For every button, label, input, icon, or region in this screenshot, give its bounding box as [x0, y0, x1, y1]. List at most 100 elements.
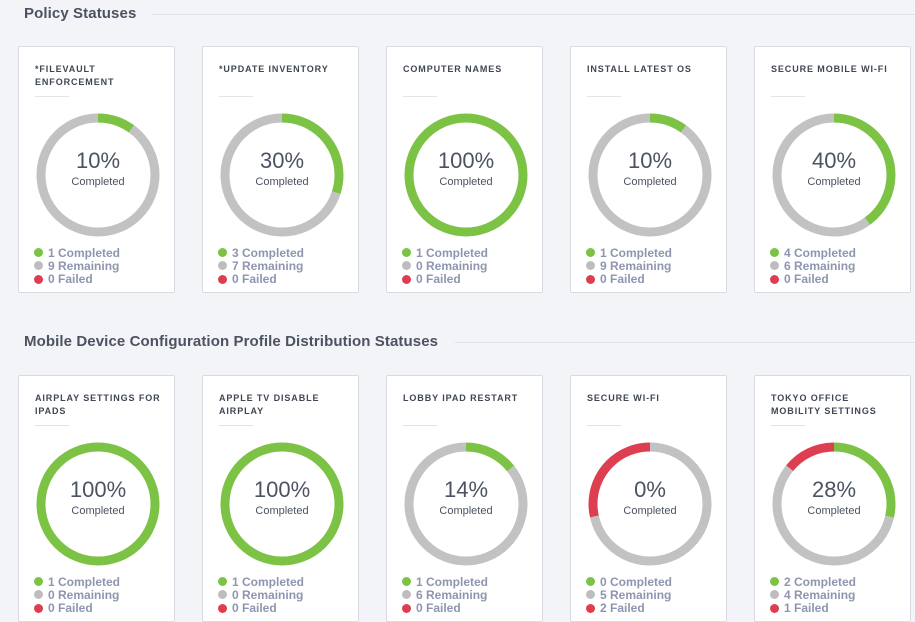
status-card[interactable]: COMPUTER NAMES 100% Completed 1 Completed 0 …	[386, 46, 543, 293]
card-title-divider	[35, 96, 69, 97]
legend-completed[interactable]: 1 Completed	[218, 575, 304, 589]
legend-remaining[interactable]: 0 Remaining	[218, 587, 304, 602]
legend-failed[interactable]: 0 Failed	[218, 601, 304, 616]
percent-label: Completed	[623, 176, 677, 188]
legend-failed[interactable]: 0 Failed	[34, 601, 120, 615]
legend-remaining-text: 0 Remaining	[232, 587, 304, 602]
legend-completed[interactable]: 2 Completed	[770, 574, 857, 589]
status-card[interactable]: SECURE MOBILE WI-FI 40% Completed 4 Complet…	[754, 46, 911, 293]
legend-failed[interactable]: 0 Failed	[586, 272, 672, 287]
remaining-dot-icon	[34, 261, 43, 271]
progress-donut	[404, 442, 528, 566]
donut-segment-completed	[404, 113, 528, 237]
status-card[interactable]: SECURE WI-FI 0% Completed 0 Completed 5 Rema…	[570, 375, 727, 622]
legend-completed-text: 0 Completed	[600, 574, 673, 589]
percent-value: 100%	[437, 148, 495, 173]
legend-remaining[interactable]: 6 Remaining	[770, 258, 856, 273]
legend-failed-text: 0 Failed	[784, 272, 829, 287]
card-title: COMPUTER NAMES	[403, 64, 503, 74]
legend-completed[interactable]: 1 Completed	[402, 245, 489, 260]
remaining-dot-icon	[402, 590, 411, 600]
percent-value: 30%	[259, 148, 305, 173]
status-card[interactable]: INSTALL LATEST OS 10% Completed 1 Completed…	[570, 46, 727, 293]
donut-segment-remaining	[404, 442, 528, 566]
policy-status-row: *FILEVAULT ENFORCEMENT 10% Completed 1 Comp…	[18, 46, 911, 293]
percent-label: Completed	[255, 505, 309, 517]
status-card[interactable]: LOBBY IPAD RESTART 14% Completed 1 Complete…	[386, 375, 543, 622]
legend-remaining[interactable]: 7 Remaining	[218, 259, 304, 273]
completed-dot-icon	[586, 577, 595, 587]
completed-dot-icon	[402, 577, 411, 587]
legend-failed[interactable]: 0 Failed	[770, 272, 856, 287]
legend-completed[interactable]: 1 Completed	[586, 246, 672, 260]
legend-failed-text: 0 Failed	[232, 601, 277, 616]
percent-label: Completed	[623, 505, 677, 517]
failed-dot-icon	[770, 274, 779, 284]
status-card[interactable]: TOKYO OFFICE MOBILITY SETTINGS 28% Complet…	[754, 375, 911, 622]
legend-failed-text: 0 Failed	[600, 272, 645, 287]
legend-failed[interactable]: 0 Failed	[402, 601, 488, 616]
legend-completed[interactable]: 3 Completed	[218, 246, 304, 260]
percent-label: Completed	[71, 505, 125, 517]
status-card[interactable]: *UPDATE INVENTORY 30% Completed 3 Completed…	[202, 46, 359, 293]
progress-donut	[588, 113, 712, 237]
donut-segment-remaining	[772, 442, 896, 566]
legend-remaining[interactable]: 6 Remaining	[402, 588, 488, 602]
donut-segment-completed	[36, 442, 160, 566]
donut-segment-remaining	[220, 113, 344, 237]
card-title-divider	[219, 96, 253, 97]
failed-dot-icon	[34, 603, 43, 613]
completed-dot-icon	[770, 248, 779, 258]
card-title-divider	[771, 425, 805, 426]
percent-label: Completed	[255, 176, 309, 188]
legend-completed-text: 1 Completed	[416, 574, 489, 589]
status-card[interactable]: *FILEVAULT ENFORCEMENT 10% Completed 1 Comp…	[18, 46, 175, 293]
legend-remaining[interactable]: 4 Remaining	[770, 588, 856, 602]
failed-dot-icon	[402, 603, 411, 613]
card-title: LOBBY IPAD RESTART	[403, 393, 519, 403]
failed-dot-icon	[586, 603, 595, 613]
legend-failed-text: 0 Failed	[416, 272, 461, 287]
percent-label: Completed	[807, 176, 861, 188]
legend-completed[interactable]: 0 Completed	[586, 574, 673, 589]
progress-donut	[772, 113, 896, 237]
legend-completed-text: 2 Completed	[784, 574, 857, 589]
legend-failed-text: 0 Failed	[416, 601, 461, 616]
percent-value: 10%	[75, 148, 121, 173]
status-card[interactable]: APPLE TV DISABLE AIRPLAY 100% Completed 1 C…	[202, 375, 359, 622]
legend-remaining[interactable]: 9 Remaining	[586, 259, 672, 273]
legend-completed[interactable]: 1 Completed	[34, 575, 120, 589]
legend-failed[interactable]: 2 Failed	[586, 601, 672, 615]
section-title-policy-statuses: Policy Statuses	[24, 5, 137, 22]
legend-remaining[interactable]: 0 Remaining	[402, 259, 488, 273]
percent-value: 100%	[253, 477, 311, 502]
card-title: TOKYO OFFICE MOBILITY SETTINGS	[771, 393, 877, 416]
legend-failed[interactable]: 0 Failed	[218, 272, 304, 287]
card-title: AIRPLAY SETTINGS FOR IPADS	[35, 393, 161, 416]
legend-remaining-text: 6 Remaining	[784, 258, 856, 273]
legend-remaining[interactable]: 9 Remaining	[34, 259, 120, 273]
legend-failed-text: 0 Failed	[48, 272, 93, 287]
legend-remaining[interactable]: 5 Remaining	[586, 588, 672, 602]
failed-dot-icon	[402, 274, 411, 284]
legend-completed[interactable]: 1 Completed	[34, 246, 120, 260]
completed-dot-icon	[586, 248, 595, 258]
legend-completed[interactable]: 1 Completed	[402, 574, 489, 589]
legend-completed-text: 1 Completed	[416, 245, 489, 260]
legend-failed[interactable]: 1 Failed	[770, 601, 856, 615]
failed-dot-icon	[34, 274, 43, 284]
card-title-divider	[403, 96, 437, 97]
card-title-divider	[35, 425, 69, 426]
status-card[interactable]: AIRPLAY SETTINGS FOR IPADS 100% Completed 1…	[18, 375, 175, 622]
card-title: *UPDATE INVENTORY	[219, 64, 329, 74]
legend-remaining[interactable]: 0 Remaining	[34, 587, 120, 602]
remaining-dot-icon	[34, 590, 43, 600]
failed-dot-icon	[770, 603, 779, 613]
legend-failed[interactable]: 0 Failed	[402, 272, 488, 287]
legend-failed-text: 0 Failed	[232, 272, 277, 287]
legend-remaining-text: 0 Remaining	[48, 587, 120, 602]
completed-dot-icon	[218, 248, 227, 258]
legend-completed[interactable]: 4 Completed	[770, 246, 856, 260]
status-legend: 2 Completed 4 Remaining 1 Failed	[770, 575, 856, 615]
legend-failed[interactable]: 0 Failed	[34, 272, 120, 287]
